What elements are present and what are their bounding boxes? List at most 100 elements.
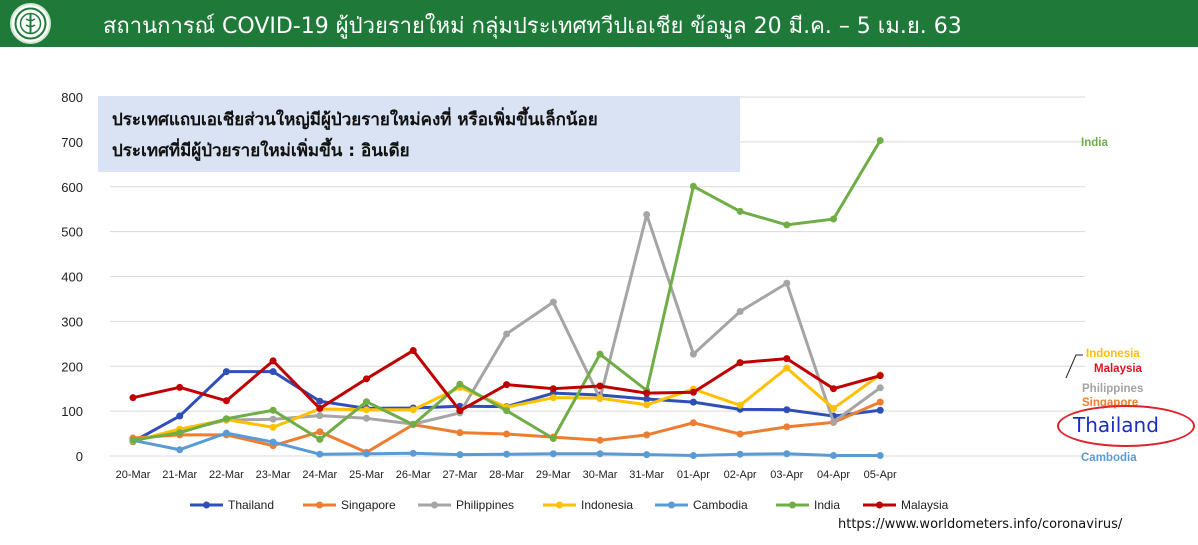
legend-marker xyxy=(876,501,883,509)
series-line xyxy=(132,139,882,442)
end-label-philippines: Philippines xyxy=(1082,383,1143,395)
data-point xyxy=(643,395,651,403)
data-point xyxy=(876,398,884,406)
series-line xyxy=(132,349,881,413)
thailand-callout-label: Thailand xyxy=(1073,413,1159,437)
data-point xyxy=(783,279,791,287)
x-tick-label: 20-Mar xyxy=(116,469,151,481)
x-tick-label: 21-Mar xyxy=(162,469,197,481)
data-point xyxy=(363,414,370,422)
legend-item-malaysia: Malaysia xyxy=(863,498,949,512)
data-point xyxy=(783,450,791,458)
y-tick-label: 100 xyxy=(61,404,83,419)
data-point xyxy=(596,350,604,358)
series-malaysia xyxy=(129,347,884,415)
x-tick-label: 03-Apr xyxy=(770,469,803,481)
data-point xyxy=(269,415,277,423)
data-point xyxy=(783,355,791,363)
thailand-callout: Thailand xyxy=(1057,405,1195,447)
legend-item-indonesia: Indonesia xyxy=(543,498,633,512)
data-point xyxy=(876,384,884,392)
series-india xyxy=(129,137,884,444)
data-point xyxy=(269,357,277,365)
data-point xyxy=(456,407,464,415)
annotation-line-1: ประเทศแถบเอเชียส่วนใหญ่มีผู้ป่วยรายใหม่ค… xyxy=(112,110,598,130)
data-point xyxy=(549,450,557,458)
data-point xyxy=(689,388,697,396)
data-point xyxy=(409,406,417,414)
data-point xyxy=(222,397,230,405)
x-tick-label: 04-Apr xyxy=(817,469,850,481)
data-point xyxy=(736,308,744,316)
x-tick-label: 29-Mar xyxy=(536,469,571,481)
data-point xyxy=(269,423,277,431)
logo-emblem-icon xyxy=(14,7,47,40)
end-label-cambodia: Cambodia xyxy=(1081,452,1137,464)
data-point xyxy=(549,394,557,402)
data-point xyxy=(876,137,884,145)
data-point xyxy=(269,368,277,376)
data-point xyxy=(643,451,651,459)
data-point xyxy=(549,298,557,306)
data-point xyxy=(596,436,604,444)
data-point xyxy=(643,431,651,439)
legend-marker xyxy=(668,501,675,509)
x-tick-label: 22-Mar xyxy=(209,469,244,481)
data-point xyxy=(503,381,511,389)
data-point xyxy=(783,406,791,414)
data-point xyxy=(316,404,324,412)
data-point xyxy=(222,368,230,376)
data-point xyxy=(503,407,511,415)
leader-line xyxy=(1065,354,1083,379)
data-point xyxy=(176,412,184,420)
legend-label: India xyxy=(814,498,840,512)
data-point xyxy=(316,435,324,443)
x-tick-label: 27-Mar xyxy=(442,469,477,481)
data-point xyxy=(783,423,791,431)
data-point xyxy=(830,452,837,460)
x-tick-label: 31-Mar xyxy=(629,469,664,481)
data-point xyxy=(689,398,697,406)
data-point xyxy=(503,430,511,438)
page-title: สถานการณ์ COVID-19 ผู้ป่วยรายใหม่ กลุ่มป… xyxy=(103,14,962,39)
legend-marker xyxy=(203,501,210,509)
data-point xyxy=(830,404,837,412)
y-tick-label: 0 xyxy=(76,449,83,464)
x-tick-label: 01-Apr xyxy=(677,469,710,481)
x-tick-label: 05-Apr xyxy=(864,469,897,481)
legend-label: Philippines xyxy=(456,498,514,512)
legend-item-thailand: Thailand xyxy=(190,498,274,512)
data-point xyxy=(736,401,744,409)
data-point xyxy=(176,429,184,437)
x-tick-label: 02-Apr xyxy=(724,469,757,481)
data-point xyxy=(830,385,837,393)
data-point xyxy=(316,450,324,458)
data-point xyxy=(783,364,791,372)
data-point xyxy=(316,397,324,405)
y-tick-label: 500 xyxy=(61,225,83,240)
data-point xyxy=(363,406,370,414)
ministry-logo xyxy=(10,3,51,44)
data-point xyxy=(689,419,697,427)
data-point xyxy=(549,385,557,393)
data-point xyxy=(736,430,744,438)
data-point xyxy=(876,452,884,460)
x-tick-label: 28-Mar xyxy=(489,469,524,481)
data-point xyxy=(596,394,604,402)
y-tick-label: 200 xyxy=(61,359,83,374)
y-tick-label: 600 xyxy=(61,180,83,195)
legend-label: Indonesia xyxy=(581,498,633,512)
y-tick-label: 400 xyxy=(61,270,83,285)
data-point xyxy=(456,429,464,437)
legend-label: Singapore xyxy=(341,498,396,512)
data-point xyxy=(643,401,651,409)
data-point xyxy=(503,330,511,338)
data-point xyxy=(409,421,417,429)
data-point xyxy=(176,446,184,454)
annotation-box: ประเทศแถบเอเชียส่วนใหญ่มีผู้ป่วยรายใหม่ค… xyxy=(98,96,740,172)
data-point xyxy=(363,375,370,383)
data-point xyxy=(689,182,697,190)
y-tick-label: 800 xyxy=(61,90,83,105)
data-point xyxy=(456,451,464,459)
